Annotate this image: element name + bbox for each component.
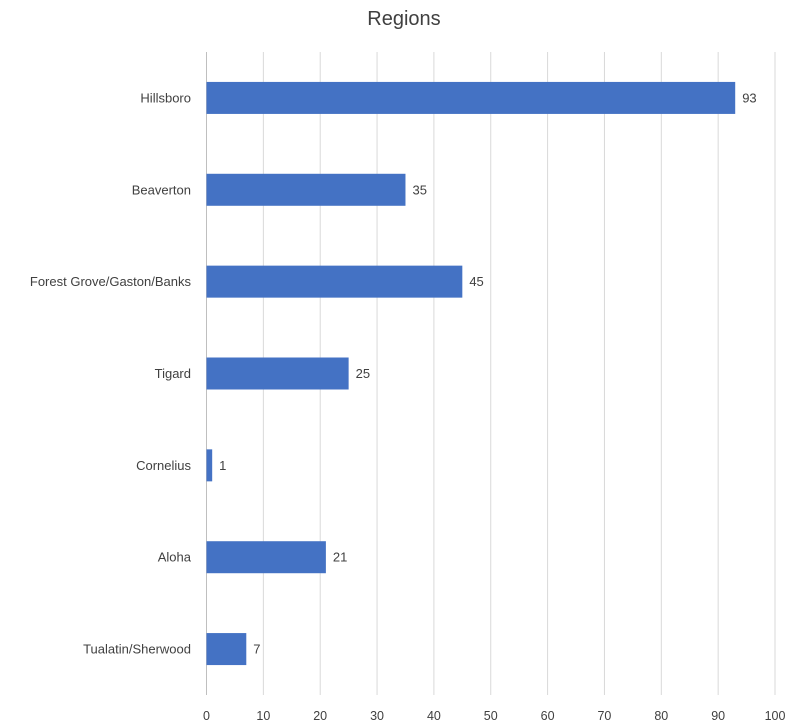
data-label: 25 [356, 366, 370, 381]
chart-title: Regions [367, 8, 440, 30]
data-label: 7 [253, 642, 260, 657]
gridlines [262, 52, 776, 695]
x-tick-label: 10 [256, 709, 270, 723]
bars [206, 81, 736, 666]
x-tick-label: 40 [427, 709, 441, 723]
x-tick-label: 0 [203, 709, 210, 723]
category-label: Tigard [155, 366, 191, 381]
bar [206, 449, 213, 482]
category-labels: Hillsboro 93 Beaverton 35 Forest Grove/Gasto… [30, 90, 757, 656]
bar [206, 81, 736, 114]
x-tick-label: 60 [541, 709, 555, 723]
data-label: 21 [333, 550, 347, 565]
bar [206, 357, 349, 390]
data-label: 93 [742, 90, 756, 105]
category-label: Aloha [158, 550, 192, 565]
x-tick-label: 100 [765, 709, 786, 723]
x-tick-label: 20 [313, 709, 327, 723]
data-label: 35 [412, 182, 426, 197]
x-tick-label: 70 [597, 709, 611, 723]
bar [206, 173, 406, 206]
category-label: Hillsboro [140, 90, 191, 105]
x-tick-label: 30 [370, 709, 384, 723]
category-label: Cornelius [136, 458, 191, 473]
x-axis-ticks: 0 10 20 30 40 50 60 70 80 90 100 [203, 709, 785, 723]
category-label: Forest Grove/Gaston/Banks [30, 274, 192, 289]
category-label: Tualatin/Sherwood [83, 642, 191, 657]
x-tick-label: 80 [654, 709, 668, 723]
bar [206, 265, 463, 298]
bar [206, 633, 247, 666]
category-label: Beaverton [132, 182, 191, 197]
data-label: 45 [469, 274, 483, 289]
data-label: 1 [219, 458, 226, 473]
x-tick-label: 50 [484, 709, 498, 723]
bar [206, 541, 326, 574]
x-tick-label: 90 [711, 709, 725, 723]
